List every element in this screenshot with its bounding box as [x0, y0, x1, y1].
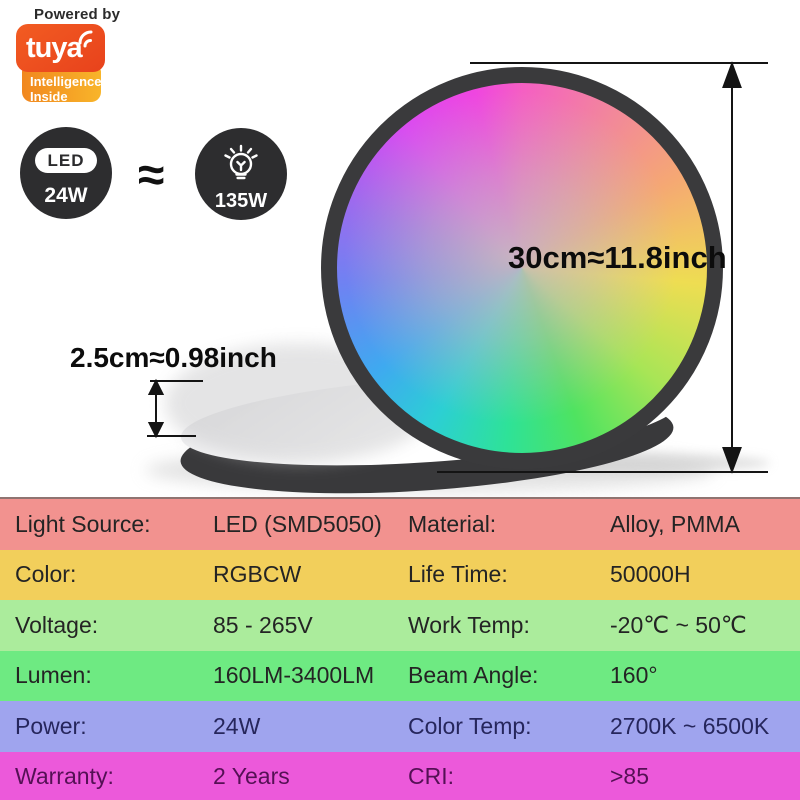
spec-value: 85 - 265V [213, 611, 313, 638]
led-wattage-badge: LED 24W [20, 127, 112, 219]
table-row: Lumen: 160LM-3400LM Beam Angle: 160° [0, 650, 800, 701]
spec-label: Power: [15, 712, 87, 739]
led-pill-label: LED [47, 150, 85, 170]
spec-value: RGBCW [213, 561, 302, 588]
spec-value: 50000H [610, 561, 691, 588]
table-row: Light Source: LED (SMD5050) Material: Al… [0, 499, 800, 550]
incandescent-watt-text: 135W [214, 190, 268, 212]
spec-label: Voltage: [15, 611, 99, 638]
led-watt-text: 24W [44, 184, 88, 207]
table-row: Power: 24W Color Temp: 2700K ~ 6500K [0, 701, 800, 752]
spec-value: -20℃ ~ 50℃ [610, 611, 747, 638]
spec-label: Lumen: [15, 662, 92, 689]
spec-value: LED (SMD5050) [213, 510, 382, 537]
spec-label: Color Temp: [408, 712, 532, 739]
incandescent-wattage-badge: 135W [195, 128, 287, 220]
diameter-label: 30cm≈11.8inch [508, 240, 727, 275]
spec-value: 160° [610, 662, 658, 689]
spec-label: Warranty: [15, 763, 114, 790]
badge-line-1: Intelligence [30, 74, 102, 89]
spec-value: Alloy, PMMA [610, 510, 740, 537]
spec-value: 2700K ~ 6500K [610, 712, 770, 739]
led-pill: LED [35, 148, 97, 173]
table-row: Color: RGBCW Life Time: 50000H [0, 549, 800, 600]
spec-label: Beam Angle: [408, 662, 539, 689]
spec-label: CRI: [408, 763, 454, 790]
thickness-label: 2.5cm≈0.98inch [70, 342, 277, 373]
spec-value: 160LM-3400LM [213, 662, 375, 689]
spec-value: 24W [213, 712, 261, 739]
intelligence-inside-badge: Intelligence Inside [22, 66, 102, 104]
table-row: Warranty: 2 Years CRI: >85 [0, 751, 800, 800]
tuya-logo-text: tuya [26, 31, 83, 64]
spec-table: Light Source: LED (SMD5050) Material: Al… [0, 497, 800, 800]
spec-label: Life Time: [408, 561, 508, 588]
spec-value: 2 Years [213, 763, 290, 790]
lightbulb-icon [224, 144, 258, 180]
spec-value: >85 [610, 763, 650, 790]
table-row: Voltage: 85 - 265V Work Temp: -20℃ ~ 50℃ [0, 600, 800, 651]
tuya-logo: tuya [16, 24, 105, 72]
spec-label: Color: [15, 561, 77, 588]
approx-symbol: ≈ [138, 149, 165, 202]
spec-label: Light Source: [15, 510, 151, 537]
spec-label: Work Temp: [408, 611, 530, 638]
powered-by-text: Powered by [34, 6, 121, 23]
spec-label: Material: [408, 510, 497, 537]
wifi-signal-icon [78, 30, 93, 48]
badge-line-2: Inside [30, 89, 68, 104]
